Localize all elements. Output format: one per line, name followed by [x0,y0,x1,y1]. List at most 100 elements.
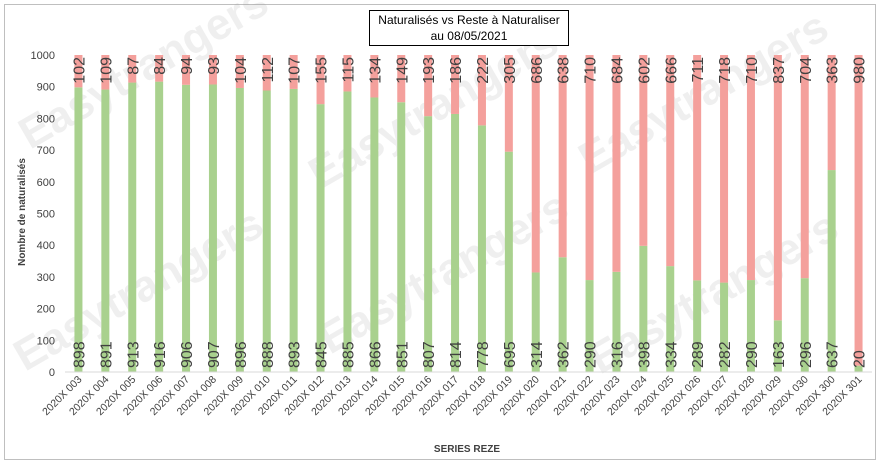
data-labels-layer: 898 102 891 109 913 87 916 84 906 94 907 93 896 104 88… [71,57,868,368]
bar-naturalises [397,102,406,372]
chart-title: Naturalisés vs Reste à Naturaliser [378,13,560,27]
bar-naturalises [424,116,433,372]
bar-reste [746,55,755,281]
y-tick-label: 600 [37,177,55,189]
data-label-reste: 87 [125,57,142,75]
y-tick-label: 700 [37,145,55,157]
bar-reste [612,55,621,272]
y-tick-label: 400 [37,240,55,252]
bar-naturalises [262,90,271,372]
data-label-naturalises: 314 [529,341,546,368]
bar-naturalises [74,87,83,373]
bar-naturalises [208,84,217,372]
bar-naturalises [854,365,863,372]
data-label-naturalises: 695 [502,341,519,368]
data-label-reste: 686 [529,57,546,84]
bars-layer [74,55,863,373]
data-label-reste: 112 [260,57,277,83]
bar-reste [101,55,110,90]
chart-frame [4,4,876,460]
bar-reste [289,55,298,89]
data-label-naturalises: 362 [556,341,573,368]
data-label-naturalises: 896 [233,341,250,368]
chart-subtitle: au 08/05/2021 [430,29,508,43]
bar-reste [504,55,513,152]
data-label-reste: 134 [367,57,384,84]
data-label-reste: 363 [825,57,842,84]
data-label-reste: 93 [206,57,223,75]
bar-naturalises [235,87,244,372]
data-label-naturalises: 907 [206,341,223,368]
data-label-naturalises: 891 [98,341,115,368]
data-label-naturalises: 814 [448,341,465,368]
data-label-reste: 104 [233,57,250,84]
bar-naturalises [585,280,594,372]
bar-reste [854,55,863,366]
bar-reste [182,55,191,85]
y-tick-label: 800 [37,113,55,125]
data-label-naturalises: 20 [852,350,869,368]
bar-reste [558,55,567,258]
bar-naturalises [827,170,836,372]
data-label-naturalises: 916 [152,341,169,368]
data-label-reste: 711 [690,57,707,83]
data-label-naturalises: 290 [744,341,761,368]
bar-reste [585,55,594,281]
data-label-naturalises: 334 [663,341,680,368]
data-label-naturalises: 913 [125,341,142,368]
bar-reste [800,55,809,279]
data-label-reste: 710 [583,57,600,84]
bar-naturalises [612,271,621,372]
data-label-naturalises: 898 [71,341,88,368]
bar-naturalises [316,104,325,372]
data-label-naturalises: 289 [690,341,707,368]
bar-reste [827,55,836,171]
bar-reste [477,55,486,126]
data-label-naturalises: 163 [771,341,788,368]
data-label-reste: 684 [609,57,626,84]
data-label-naturalises: 845 [314,341,331,368]
data-label-naturalises: 888 [260,341,277,368]
bar-naturalises [289,88,298,372]
data-label-reste: 149 [394,57,411,84]
bar-reste [208,55,217,85]
bar-reste [773,55,782,321]
bar-reste [531,55,540,273]
data-label-naturalises: 398 [636,341,653,368]
bar-naturalises [693,280,702,372]
y-tick-label: 500 [37,209,55,221]
bar-reste [666,55,675,267]
bar-reste [316,55,325,105]
bar-naturalises [720,282,729,372]
data-label-reste: 102 [71,57,88,84]
chart-title-box: Naturalisés vs Reste à Naturaliser au 08… [369,10,569,46]
y-axis-title: Nombre de naturalisés [17,158,28,266]
data-label-reste: 710 [744,57,761,84]
bar-naturalises [800,278,809,372]
data-label-reste: 638 [556,57,573,84]
data-label-reste: 837 [771,57,788,84]
bar-reste [343,55,352,92]
data-label-naturalises: 866 [367,341,384,368]
data-label-reste: 186 [448,57,465,84]
data-label-naturalises: 316 [609,341,626,368]
bar-naturalises [477,125,486,373]
data-label-reste: 222 [475,57,492,84]
bar-reste [74,55,83,88]
data-label-reste: 155 [314,57,331,84]
data-label-reste: 666 [663,57,680,84]
bar-reste [155,55,164,82]
bar-reste [424,55,433,117]
data-label-reste: 704 [798,57,815,84]
bar-reste [720,55,729,283]
bar-naturalises [531,272,540,372]
data-label-reste: 602 [636,57,653,84]
bar-reste [262,55,271,91]
bar-reste [451,55,460,114]
data-label-reste: 107 [287,57,304,84]
bar-naturalises [370,97,379,372]
bar-reste [370,55,379,98]
bar-reste [693,55,702,281]
